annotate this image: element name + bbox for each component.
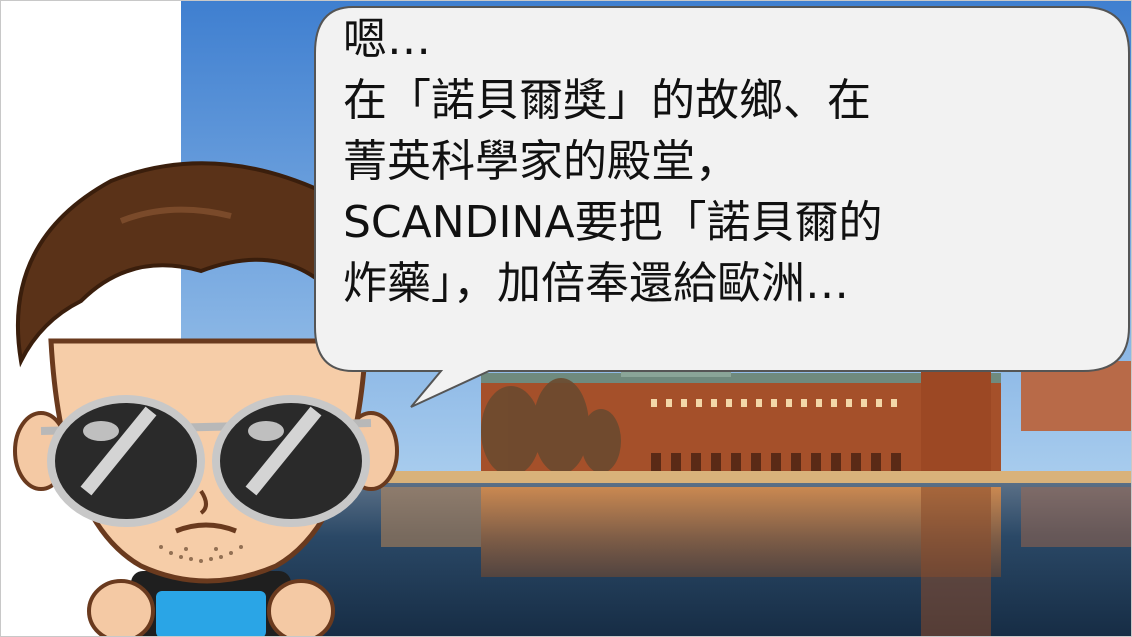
speech-line: SCANDINA要把「諾貝爾的: [343, 197, 883, 248]
speech-text: 嗯… 在「諾貝爾獎」的故鄉、在 菁英科學家的殿堂， SCANDINA要把「諾貝爾…: [343, 9, 1103, 314]
speech-line: 菁英科學家的殿堂，: [343, 136, 739, 187]
speech-line: 在「諾貝爾獎」的故鄉、在: [343, 75, 871, 126]
speech-line: 嗯…: [343, 14, 431, 65]
cartoon-man-with-sunglasses: [1, 161, 421, 636]
speech-line: 炸藥」，加倍奉還給歐洲…: [343, 258, 849, 309]
speech-bubble: [301, 1, 1131, 411]
